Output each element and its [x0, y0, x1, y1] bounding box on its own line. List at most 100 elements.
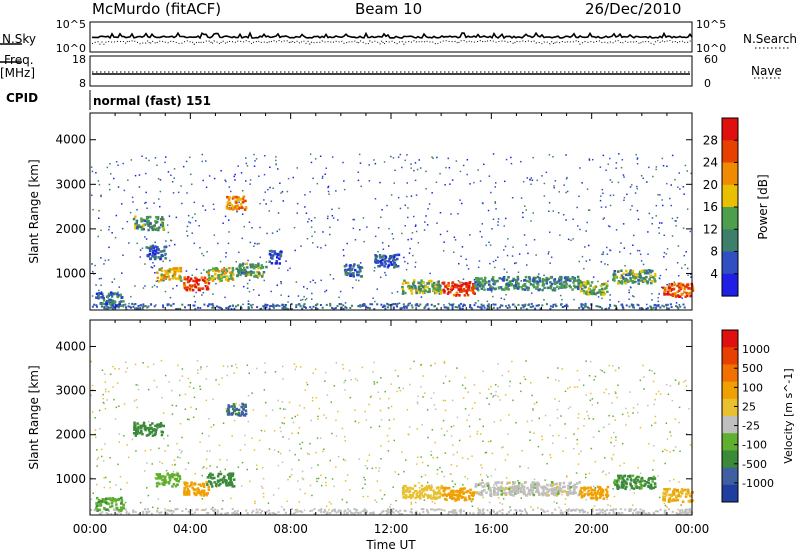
echo-cell — [631, 281, 635, 284]
echo-cell — [497, 286, 501, 289]
ground-scatter-cell — [477, 513, 480, 515]
ground-scatter-cell — [246, 512, 249, 515]
echo-cell — [574, 491, 577, 495]
echo-cell — [634, 477, 638, 480]
echo-cell — [663, 290, 666, 293]
ground-scatter-cell — [164, 510, 167, 513]
echo-speckle — [343, 254, 345, 257]
echo-cell — [613, 273, 617, 276]
echo-speckle — [105, 476, 107, 479]
ground-scatter-cell — [492, 306, 495, 309]
ground-scatter-cell — [343, 512, 346, 515]
echo-cell — [155, 246, 158, 249]
echo-cell — [638, 480, 641, 484]
echo-cell — [428, 486, 431, 489]
echo-cell — [506, 487, 509, 490]
echo-cell — [686, 283, 690, 287]
echo-cell — [225, 205, 229, 209]
ground-scatter-cell — [181, 303, 184, 306]
echo-speckle — [488, 175, 491, 177]
ground-scatter-cell — [426, 304, 429, 307]
echo-cell — [430, 497, 433, 500]
ground-scatter-cell — [530, 302, 533, 305]
ground-scatter-cell — [100, 512, 102, 515]
echo-speckle — [458, 263, 460, 265]
echo-cell — [191, 486, 194, 489]
ground-scatter-cell — [98, 512, 101, 515]
echo-speckle — [588, 158, 591, 160]
echo-cell — [227, 198, 231, 201]
echo-cell — [676, 290, 680, 294]
echo-speckle — [100, 229, 102, 232]
echo-speckle — [312, 177, 314, 180]
echo-cell — [450, 286, 453, 290]
ground-scatter-cell — [388, 303, 391, 306]
echo-speckle — [401, 487, 404, 489]
echo-cell — [542, 485, 546, 488]
echo-speckle — [235, 402, 237, 405]
echo-cell — [489, 486, 492, 490]
ground-scatter-cell — [608, 512, 611, 514]
echo-cell — [111, 504, 114, 508]
echo-speckle — [354, 239, 357, 241]
echo-cell — [513, 287, 516, 290]
echo-speckle — [415, 194, 418, 196]
echo-cell — [270, 253, 273, 257]
echo-speckle — [666, 438, 669, 440]
ground-scatter-cell — [369, 512, 372, 515]
echo-speckle — [299, 443, 301, 445]
echo-speckle — [531, 292, 533, 294]
echo-cell — [413, 279, 416, 282]
echo-cell — [270, 249, 273, 253]
echo-cell — [224, 478, 227, 482]
echo-cell — [506, 282, 509, 286]
echo-cell — [198, 278, 201, 282]
echo-speckle — [248, 372, 250, 374]
echo-speckle — [488, 388, 490, 390]
echo-cell — [238, 265, 241, 268]
echo-speckle — [295, 365, 297, 368]
echo-cell — [186, 286, 189, 289]
echo-cell — [416, 495, 420, 499]
echo-cell — [462, 287, 466, 291]
echo-speckle — [438, 293, 441, 295]
echo-cell — [620, 476, 623, 479]
echo-cell — [209, 482, 213, 486]
echo-cell — [504, 493, 508, 496]
echo-speckle — [479, 230, 481, 233]
echo-cell — [634, 276, 638, 280]
echo-cell — [502, 279, 505, 282]
echo-cell — [240, 412, 244, 416]
ground-scatter-cell — [148, 510, 151, 513]
echo-speckle — [443, 475, 445, 478]
echo-cell — [678, 289, 681, 292]
echo-cell — [542, 279, 546, 282]
ground-scatter-cell — [354, 508, 357, 511]
echo-speckle — [275, 159, 277, 162]
ground-scatter-cell — [97, 508, 99, 510]
ground-scatter-cell — [233, 307, 236, 310]
echo-speckle — [317, 418, 319, 420]
echo-speckle — [607, 504, 609, 506]
echo-cell — [676, 284, 680, 288]
echo-cell — [606, 494, 610, 497]
echo-cell — [594, 494, 598, 498]
freq-left-tick-bottom: 8 — [79, 77, 86, 90]
echo-cell — [169, 474, 172, 477]
echo-speckle — [286, 500, 289, 502]
echo-speckle — [130, 295, 132, 298]
echo-speckle — [532, 212, 534, 214]
echo-cell — [514, 286, 518, 290]
ground-scatter-cell — [435, 508, 438, 511]
echo-cell — [419, 288, 423, 291]
ground-scatter-cell — [437, 508, 440, 511]
echo-speckle — [622, 174, 625, 176]
echo-cell — [116, 293, 119, 296]
ground-scatter-cell — [411, 306, 414, 309]
ground-scatter-cell — [284, 511, 287, 514]
ground-scatter-cell — [113, 305, 115, 308]
ground-scatter-cell — [107, 513, 110, 515]
echo-speckle — [243, 285, 245, 288]
ground-scatter-cell — [641, 307, 644, 310]
echo-speckle — [118, 368, 120, 370]
